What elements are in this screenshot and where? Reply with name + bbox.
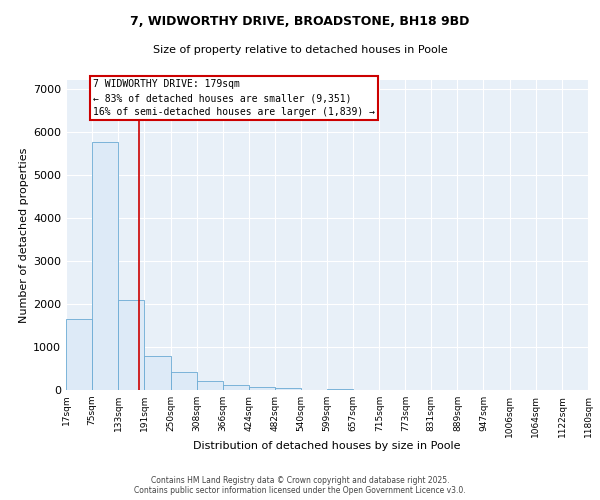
Bar xyxy=(170,372,197,390)
Bar xyxy=(275,388,301,390)
Bar xyxy=(197,380,223,390)
Bar xyxy=(248,386,275,390)
Bar xyxy=(327,389,353,390)
Bar xyxy=(144,356,170,390)
X-axis label: Distribution of detached houses by size in Poole: Distribution of detached houses by size … xyxy=(193,441,461,451)
Text: Contains HM Land Registry data © Crown copyright and database right 2025.
Contai: Contains HM Land Registry data © Crown c… xyxy=(134,476,466,495)
Text: 7 WIDWORTHY DRIVE: 179sqm
← 83% of detached houses are smaller (9,351)
16% of se: 7 WIDWORTHY DRIVE: 179sqm ← 83% of detac… xyxy=(94,79,376,117)
Bar xyxy=(118,300,144,390)
Bar xyxy=(223,386,248,390)
Text: Size of property relative to detached houses in Poole: Size of property relative to detached ho… xyxy=(152,45,448,55)
Y-axis label: Number of detached properties: Number of detached properties xyxy=(19,148,29,322)
Bar xyxy=(92,142,118,390)
Bar xyxy=(66,319,92,390)
Text: 7, WIDWORTHY DRIVE, BROADSTONE, BH18 9BD: 7, WIDWORTHY DRIVE, BROADSTONE, BH18 9BD xyxy=(130,15,470,28)
